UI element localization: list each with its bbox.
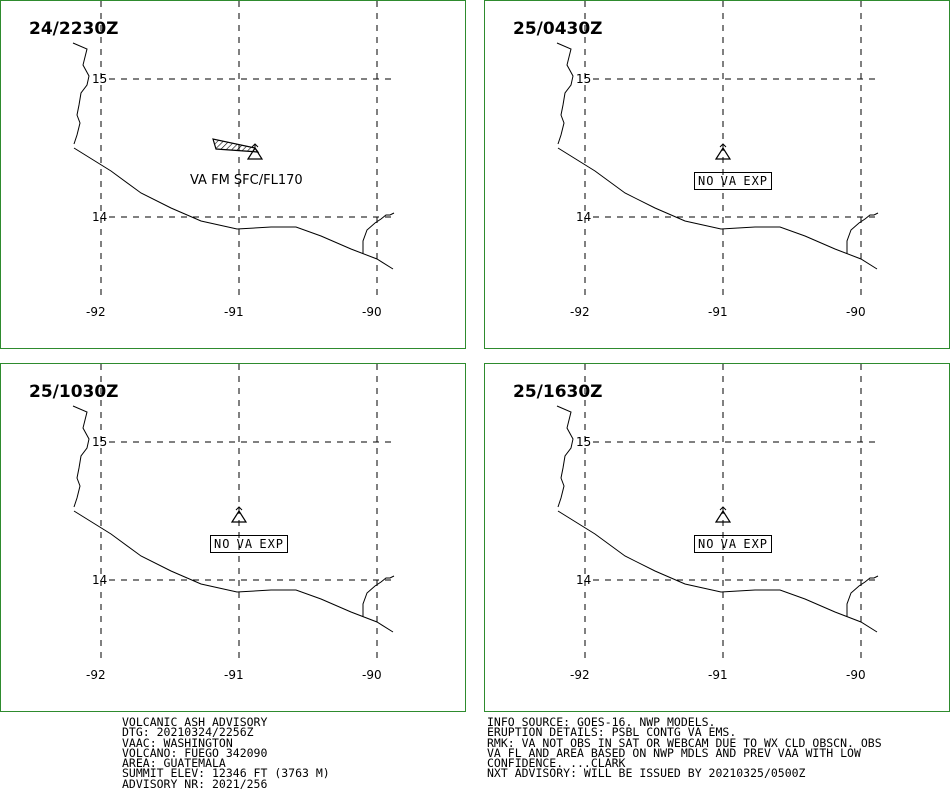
coastline xyxy=(556,42,574,145)
coastline xyxy=(362,212,395,254)
advisory-line: CONFIDENCE. ...CLARK xyxy=(487,756,626,771)
map-canvas: 15 14 -92 -91 -90 xyxy=(556,364,879,682)
coastline xyxy=(846,212,879,254)
volcano-triangle-icon xyxy=(230,506,248,523)
advisory-line: VOLCANO: FUEGO 342090 xyxy=(122,745,268,760)
latitude-label: 14 xyxy=(92,573,107,587)
longitude-label: -90 xyxy=(362,305,382,319)
advisory-line: DTG: 20210324/2256Z xyxy=(122,725,254,740)
map-panel-4: 15 14 -92 -91 -90 25/1630Z NO VA EXP xyxy=(484,363,950,712)
coastline xyxy=(73,147,394,270)
longitude-label: -90 xyxy=(846,305,866,319)
longitude-label: -92 xyxy=(570,668,590,682)
advisory-header-left: VOLCANIC ASH ADVISORY DTG: 20210324/2256Z… xyxy=(122,715,330,791)
ash-status-label: NO VA EXP xyxy=(694,172,773,190)
advisory-line: VOLCANIC ASH ADVISORY xyxy=(122,715,268,729)
longitude-label: -91 xyxy=(224,305,244,319)
latitude-label: 15 xyxy=(92,435,107,449)
longitude-label: -91 xyxy=(224,668,244,682)
latitude-label: 15 xyxy=(92,72,107,86)
advisory-line: NXT ADVISORY: WILL BE ISSUED BY 20210325… xyxy=(487,766,806,781)
map-panel-3: 15 14 -92 -91 -90 25/1030Z NO VA EXP xyxy=(0,363,466,712)
longitude-label: -91 xyxy=(708,668,728,682)
coastline xyxy=(362,575,395,617)
coastline xyxy=(73,510,394,633)
map-canvas: 15 14 -92 -91 -90 xyxy=(72,364,395,682)
latitude-label: 15 xyxy=(576,435,591,449)
map-canvas: 15 14 -92 -91 -90 xyxy=(556,1,879,319)
volcano-triangle-icon xyxy=(714,143,732,160)
map-panel-1: 15 14 -92 -91 -90 24/2230Z VA FM SFC/FL170 xyxy=(0,0,466,349)
advisory-line: INFO SOURCE: GOES-16. NWP MODELS. xyxy=(487,715,716,729)
map-canvas: 15 14 -92 -91 -90 xyxy=(72,1,395,319)
panel-valid-time: 24/2230Z xyxy=(29,19,119,39)
advisory-line: VAAC: WASHINGTON xyxy=(122,735,233,750)
longitude-label: -91 xyxy=(708,305,728,319)
coastline xyxy=(72,405,90,508)
advisory-header-right: INFO SOURCE: GOES-16. NWP MODELS. ERUPTIO… xyxy=(487,715,882,781)
volcano-triangle-icon xyxy=(246,143,264,160)
advisory-line: SUMMIT ELEV: 12346 FT (3763 M) xyxy=(122,766,330,781)
longitude-label: -92 xyxy=(86,668,106,682)
panel-valid-time: 25/0430Z xyxy=(513,19,603,39)
ash-cloud-area xyxy=(212,138,260,153)
ash-status-label: NO VA EXP xyxy=(694,535,773,553)
advisory-line: ERUPTION DETAILS: PSBL CONTG VA EMS. xyxy=(487,725,737,740)
advisory-line: RMK: VA NOT OBS IN SAT OR WEBCAM DUE TO … xyxy=(487,735,882,750)
longitude-label: -92 xyxy=(86,305,106,319)
latitude-label: 15 xyxy=(576,72,591,86)
ash-status-label: VA FM SFC/FL170 xyxy=(190,173,303,188)
ash-status-label: NO VA EXP xyxy=(210,535,289,553)
longitude-label: -90 xyxy=(362,668,382,682)
panel-valid-time: 25/1030Z xyxy=(29,382,119,402)
map-panel-2: 15 14 -92 -91 -90 25/0430Z NO VA EXP xyxy=(484,0,950,349)
coastline xyxy=(557,147,878,270)
advisory-line: ADVISORY NR: 2021/256 xyxy=(122,776,268,791)
coastline xyxy=(846,575,879,617)
longitude-label: -92 xyxy=(570,305,590,319)
panel-valid-time: 25/1630Z xyxy=(513,382,603,402)
advisory-line: AREA: GUATEMALA xyxy=(122,756,226,771)
longitude-label: -90 xyxy=(846,668,866,682)
coastline xyxy=(72,42,90,145)
latitude-label: 14 xyxy=(576,210,591,224)
advisory-line: VA FL AND AREA BASED ON NWP MDLS AND PRE… xyxy=(487,745,861,760)
coastline xyxy=(556,405,574,508)
coastline xyxy=(557,510,878,633)
latitude-label: 14 xyxy=(576,573,591,587)
latitude-label: 14 xyxy=(92,210,107,224)
volcano-triangle-icon xyxy=(714,506,732,523)
